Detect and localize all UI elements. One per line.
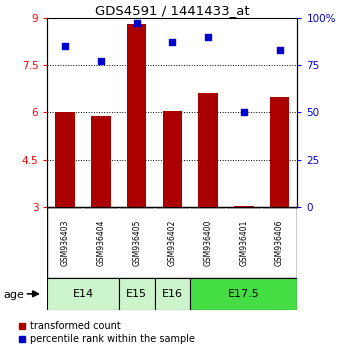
Bar [119,278,154,310]
Point [98,58,104,64]
Bar [234,206,254,207]
Point [170,40,175,45]
Text: GSM936405: GSM936405 [132,219,141,266]
Text: GSM936404: GSM936404 [96,219,105,266]
Bar [154,278,190,310]
Text: GSM936401: GSM936401 [239,219,248,266]
Point [241,110,246,115]
Title: GDS4591 / 1441433_at: GDS4591 / 1441433_at [95,4,250,17]
Text: GSM936406: GSM936406 [275,219,284,266]
Bar [55,113,75,207]
Text: GSM936402: GSM936402 [168,219,177,266]
Point [63,43,68,49]
Bar [163,111,182,207]
Point [206,34,211,40]
Bar [127,24,146,207]
Text: E15: E15 [126,289,147,299]
Point [277,47,282,53]
Text: E14: E14 [72,289,94,299]
Bar [91,115,111,207]
Bar [190,278,297,310]
Text: GSM936400: GSM936400 [203,219,213,266]
Point [134,21,139,26]
Text: age: age [3,290,24,299]
Bar [270,97,289,207]
Text: GSM936403: GSM936403 [61,219,70,266]
Text: E16: E16 [162,289,183,299]
Bar [47,278,119,310]
Bar [198,93,218,207]
Legend: transformed count, percentile rank within the sample: transformed count, percentile rank withi… [15,318,198,348]
Text: E17.5: E17.5 [228,289,260,299]
